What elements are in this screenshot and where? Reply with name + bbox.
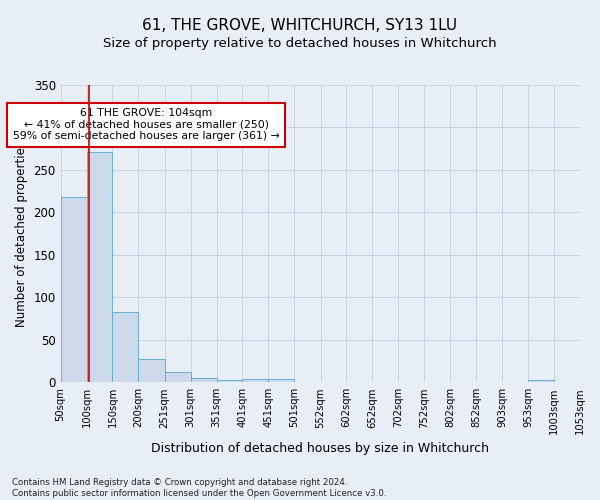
Bar xyxy=(268,379,294,382)
Text: 61 THE GROVE: 104sqm
← 41% of detached houses are smaller (250)
59% of semi-deta: 61 THE GROVE: 104sqm ← 41% of detached h… xyxy=(13,108,280,141)
X-axis label: Distribution of detached houses by size in Whitchurch: Distribution of detached houses by size … xyxy=(151,442,490,455)
Y-axis label: Number of detached properties: Number of detached properties xyxy=(15,140,28,326)
Bar xyxy=(61,197,86,382)
Bar xyxy=(217,380,242,382)
Bar xyxy=(112,312,139,382)
Bar xyxy=(528,380,554,382)
Bar xyxy=(139,358,165,382)
Bar xyxy=(191,378,217,382)
Text: 61, THE GROVE, WHITCHURCH, SY13 1LU: 61, THE GROVE, WHITCHURCH, SY13 1LU xyxy=(142,18,458,32)
Bar xyxy=(86,152,112,382)
Text: Contains HM Land Registry data © Crown copyright and database right 2024.
Contai: Contains HM Land Registry data © Crown c… xyxy=(12,478,386,498)
Text: Size of property relative to detached houses in Whitchurch: Size of property relative to detached ho… xyxy=(103,38,497,51)
Bar xyxy=(242,379,268,382)
Bar xyxy=(165,372,191,382)
